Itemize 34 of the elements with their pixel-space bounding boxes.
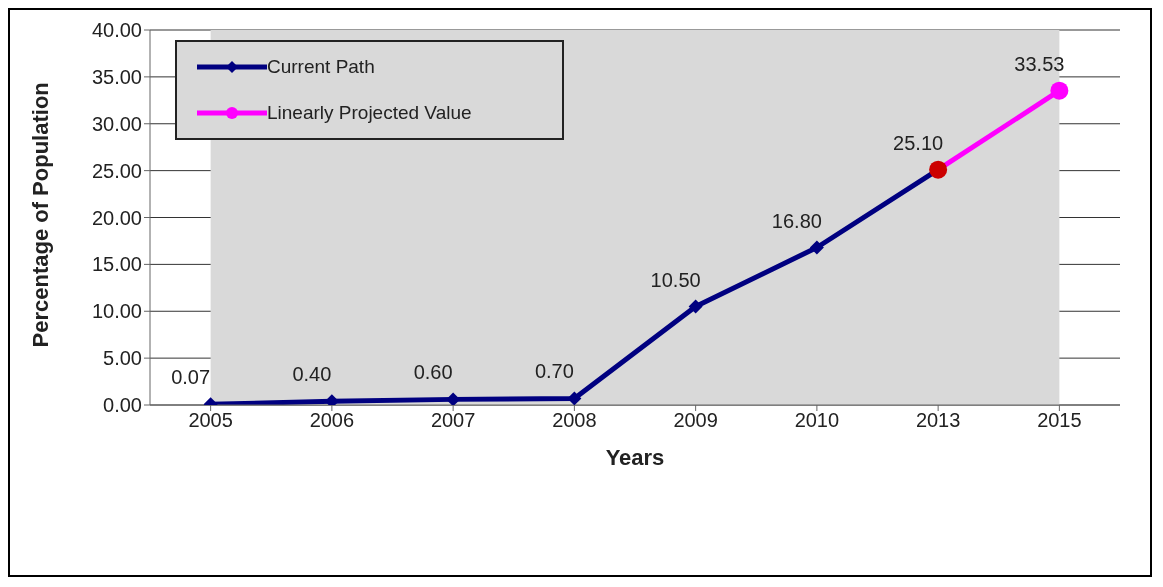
- x-tick-label: 2005: [188, 409, 233, 432]
- x-axis-title: Years: [605, 445, 665, 470]
- point: [1050, 81, 1069, 100]
- x-tick-label: 2008: [552, 409, 597, 432]
- point: [446, 392, 461, 405]
- y-tick-label: 35.00: [91, 65, 142, 88]
- x-tick-label: 2007: [430, 409, 476, 432]
- x-tick-label: 2009: [673, 409, 718, 432]
- data-label: 25.10: [893, 131, 944, 154]
- y-tick-label: 40.00: [91, 19, 142, 42]
- y-tick-label: 25.00: [91, 159, 142, 182]
- x-tick-label: 2010: [794, 409, 840, 432]
- y-tick-label: 0.00: [103, 394, 142, 417]
- y-tick-label: 10.00: [91, 300, 142, 323]
- data-label: 0.40: [292, 363, 332, 386]
- y-tick-label: 30.00: [91, 112, 142, 135]
- y-tick-label: 5.00: [103, 347, 142, 370]
- y-tick-label: 15.00: [91, 253, 142, 276]
- x-tick-label: 2006: [309, 409, 355, 432]
- legend-label: Linearly Projected Value: [267, 102, 472, 124]
- data-label: 0.07: [171, 366, 211, 389]
- data-label: 10.50: [650, 268, 701, 291]
- data-label: 16.80: [771, 209, 822, 232]
- data-label: 0.70: [534, 360, 574, 383]
- y-axis-title: Percentage of Population: [27, 82, 53, 348]
- x-tick-label: 2015: [1037, 409, 1082, 432]
- data-label: 0.60: [413, 361, 453, 384]
- x-tick-label: 2013: [915, 409, 961, 432]
- data-label: 33.53: [1014, 52, 1065, 75]
- point: [809, 240, 824, 255]
- point: [567, 391, 582, 405]
- y-tick-label: 20.00: [91, 206, 142, 229]
- point: [688, 299, 703, 314]
- legend-label: Current Path: [267, 56, 375, 78]
